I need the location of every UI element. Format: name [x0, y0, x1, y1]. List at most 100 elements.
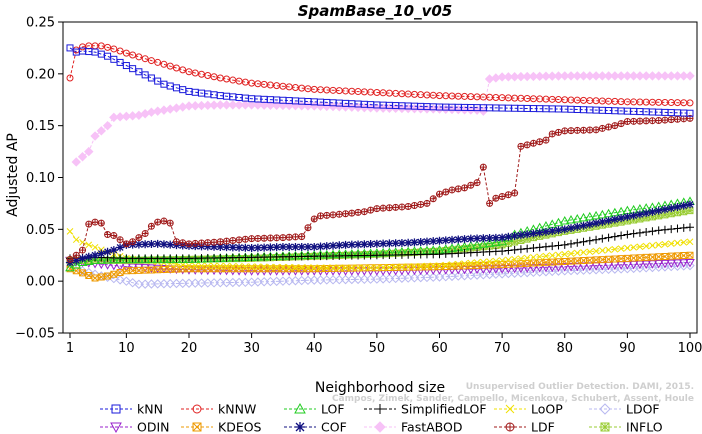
series-fastabod [71, 71, 695, 167]
x-tick-label: 40 [306, 341, 323, 356]
chart-title: SpamBase_10_v05 [298, 2, 452, 20]
data-point-odin [472, 265, 482, 275]
data-point-ldf [561, 127, 569, 135]
data-point-kdeos [104, 272, 112, 280]
legend-item-kdeos: KDEOS [181, 420, 262, 434]
data-point-ldf [404, 203, 412, 210]
data-point-ldof [297, 275, 307, 286]
data-point-cof [78, 254, 87, 263]
data-point-simplifiedlof [642, 228, 651, 237]
data-point-cof [510, 231, 519, 240]
data-point-ldf [385, 204, 393, 212]
data-point-cof [216, 242, 225, 251]
data-point-inflo [630, 216, 638, 224]
x-tick-label: 10 [118, 341, 135, 356]
data-point-lof [591, 210, 601, 220]
data-point-fastabod [234, 100, 244, 110]
data-point-inflo [655, 212, 663, 220]
data-point-ldof [209, 278, 219, 288]
data-point-loop [542, 252, 550, 260]
data-point-cof [422, 237, 431, 246]
y-tick-label: 0.10 [26, 171, 55, 186]
data-point-loop [191, 262, 199, 270]
axes: 1 10 20 30 40 50 60 70 80 90 100 −0.05 0.00 0.05 0.10 0… [15, 16, 702, 357]
data-point-cof [91, 251, 100, 260]
data-point-ldf [348, 209, 356, 217]
data-point-fastabod [560, 71, 570, 81]
y-axis-label: Adjusted AP [5, 133, 21, 217]
data-point-ldof [685, 260, 695, 271]
data-point-ldof [278, 276, 288, 286]
data-point-knnw [686, 99, 694, 107]
data-point-ldf [179, 239, 187, 247]
data-point-odin [653, 260, 664, 269]
data-point-loop [598, 247, 606, 254]
data-point-cof [429, 237, 438, 246]
data-point-simplifiedlof [523, 244, 532, 253]
data-point-cof [291, 242, 300, 251]
data-point-loop [72, 236, 80, 244]
data-point-ldf [185, 240, 193, 248]
data-point-loop [492, 257, 500, 265]
data-point-ldof [566, 265, 576, 276]
y-tick-label: 0.25 [26, 16, 55, 31]
data-point-cof [598, 217, 607, 226]
data-point-knnw [122, 49, 130, 57]
data-point-ldof [603, 264, 614, 275]
data-point-fastabod [259, 100, 269, 110]
data-point-odin [578, 262, 589, 272]
data-point-ldf [392, 203, 400, 211]
data-point-cof [278, 242, 287, 251]
data-point-lof [478, 239, 489, 248]
data-point-loop [555, 251, 562, 259]
data-point-cof [466, 234, 475, 243]
data-point-loop [91, 243, 99, 251]
data-point-loop [304, 264, 312, 271]
data-point-odin [559, 263, 570, 272]
data-point-ldf [680, 115, 688, 123]
data-point-ldf [473, 179, 481, 187]
data-point-loop [686, 238, 694, 246]
data-point-loop [624, 244, 631, 252]
data-point-cof [366, 240, 375, 249]
data-point-ldof [259, 277, 269, 287]
data-point-cof [266, 243, 275, 252]
data-point-inflo [461, 245, 469, 253]
data-point-lof [146, 254, 157, 263]
data-point-kdeos [686, 251, 694, 259]
data-point-simplifiedlof [604, 233, 613, 242]
data-point-cof [592, 219, 601, 228]
legend-label-ldof: LDOF [626, 402, 660, 417]
data-point-cof [372, 239, 381, 248]
data-point-ldf [623, 118, 631, 125]
data-point-inflo [686, 207, 694, 215]
data-point-ldof [610, 264, 620, 274]
data-point-fastabod [265, 100, 276, 110]
data-point-cof [541, 227, 550, 236]
data-point-loop [273, 263, 281, 271]
data-point-fastabod [71, 157, 81, 167]
data-point-odin [509, 264, 520, 274]
data-point-cof [479, 234, 488, 243]
data-point-ldof [315, 275, 326, 285]
data-point-simplifiedlof [679, 223, 688, 232]
data-point-loop [85, 241, 93, 249]
data-point-ldof [115, 275, 125, 285]
data-point-odin [503, 265, 514, 274]
data-point-kdeos [655, 253, 663, 261]
data-point-lof [71, 260, 82, 269]
legend-label-knn: kNN [137, 402, 163, 417]
series-loop [66, 228, 694, 272]
data-point-loop [486, 258, 493, 265]
data-point-knnw [135, 53, 143, 61]
data-point-ldf [360, 208, 368, 216]
data-point-knnw [154, 58, 162, 66]
data-point-cof [159, 240, 168, 249]
data-point-cof [610, 215, 619, 224]
y-tick-label: 0.15 [26, 119, 55, 134]
data-point-cof [435, 236, 444, 245]
data-point-ldof [384, 273, 395, 284]
data-point-ldf [410, 202, 418, 209]
data-point-knn [104, 52, 112, 60]
data-point-loop [649, 242, 656, 249]
